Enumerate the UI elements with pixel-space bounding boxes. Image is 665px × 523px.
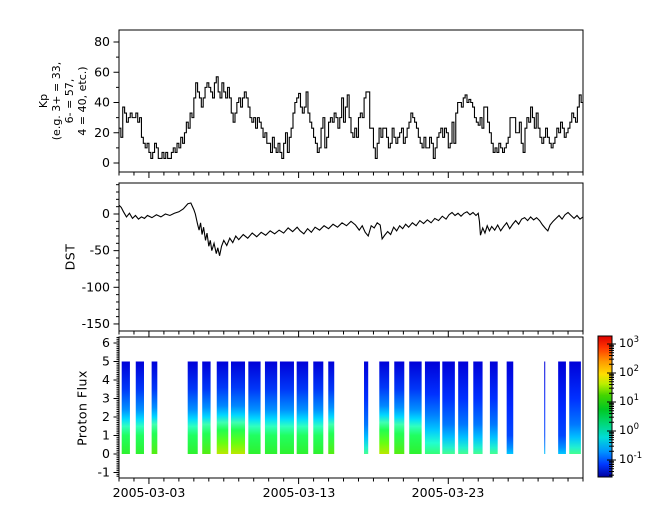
proton-y-tick-label: 2 bbox=[102, 409, 110, 424]
proton-flux-bar bbox=[394, 361, 405, 454]
colorbar-tick-label-10e0: 100 bbox=[619, 422, 640, 437]
proton-y-tick-label: 1 bbox=[102, 428, 110, 443]
proton-y-tick-label: 4 bbox=[102, 372, 110, 387]
dst-y-tick-label: -150 bbox=[82, 316, 110, 331]
kp-y-tick-label: 20 bbox=[94, 125, 110, 140]
proton-flux-bar bbox=[121, 361, 130, 454]
colorbar-tick-label-10e1: 101 bbox=[619, 393, 640, 408]
proton-y-tick-label: 6 bbox=[102, 335, 110, 350]
proton-flux-bar bbox=[151, 361, 158, 454]
colorbar-tick-label-10e2: 102 bbox=[619, 364, 640, 379]
x-tick-label-2005-03-23: 2005-03-23 bbox=[411, 485, 485, 500]
proton-flux-bar bbox=[364, 361, 369, 454]
proton-flux-bar bbox=[202, 361, 211, 454]
proton-flux-bar bbox=[264, 361, 278, 454]
proton-flux-bar bbox=[473, 361, 483, 454]
x-tick-label-2005-03-13: 2005-03-13 bbox=[262, 485, 336, 500]
dst-y-tick-label: 0 bbox=[102, 206, 110, 221]
dst-line-curve bbox=[118, 202, 584, 256]
proton-y-tick-label: 3 bbox=[102, 391, 110, 406]
x-tick-label-2005-03-03: 2005-03-03 bbox=[112, 485, 186, 500]
proton-flux-bar bbox=[409, 361, 422, 454]
proton-flux-bar bbox=[379, 361, 390, 454]
kp-y-tick-label: 60 bbox=[94, 64, 110, 79]
proton-flux-bar bbox=[489, 361, 498, 454]
proton-flux-bar bbox=[216, 361, 229, 454]
colorbar-tick-label-10e3: 103 bbox=[619, 335, 640, 350]
proton-flux-bar bbox=[442, 361, 455, 454]
colorbar-tick-label-10e-1: 10-1 bbox=[619, 451, 643, 466]
proton-flux-bar bbox=[424, 361, 440, 454]
proton-flux-bar bbox=[313, 361, 324, 454]
proton-y-tick-label: 5 bbox=[102, 354, 110, 369]
kp-y-tick-label: 0 bbox=[102, 155, 110, 170]
proton-flux-bar bbox=[558, 361, 566, 454]
proton-flux-bar bbox=[230, 361, 246, 454]
dst-y-tick-label: -100 bbox=[82, 279, 110, 294]
proton-y-tick-label: 0 bbox=[102, 446, 110, 461]
proton-flux-bar bbox=[248, 361, 261, 454]
proton-flux-bar bbox=[458, 361, 469, 454]
kp-step-curve bbox=[119, 76, 583, 160]
dst-y-tick-label: -50 bbox=[90, 243, 110, 258]
proton-flux-bar bbox=[279, 361, 294, 454]
proton-flux-bar bbox=[569, 361, 581, 454]
proton-flux-bar bbox=[296, 361, 309, 454]
kp-y-tick-label: 40 bbox=[94, 95, 110, 110]
kp-panel-frame bbox=[118, 29, 584, 173]
proton-flux-bar bbox=[506, 361, 514, 454]
proton-flux-bar bbox=[328, 361, 335, 454]
proton-flux-bar bbox=[135, 361, 144, 454]
dst-panel-frame bbox=[118, 182, 584, 332]
proton-flux-bar bbox=[187, 361, 198, 454]
proton-y-tick-label: -1 bbox=[98, 465, 110, 480]
proton-flux-bar bbox=[544, 361, 546, 454]
kp-y-tick-label: 80 bbox=[94, 34, 110, 49]
